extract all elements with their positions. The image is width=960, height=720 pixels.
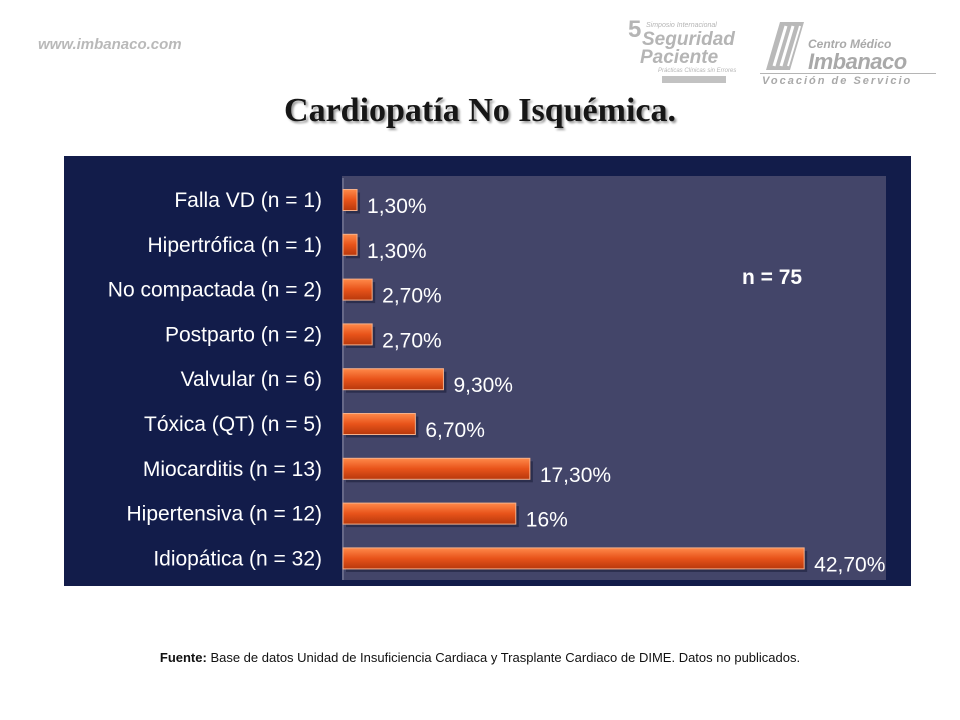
data-label: 1,30% bbox=[367, 195, 427, 218]
simposio-logo-line3: Paciente bbox=[640, 47, 719, 68]
data-label: 6,70% bbox=[425, 419, 485, 442]
imbanaco-emblem-icon bbox=[766, 22, 804, 70]
bar bbox=[342, 278, 373, 301]
imbanaco-logo-tagline: Vocación de Servicio bbox=[762, 75, 913, 87]
data-label: 42,70% bbox=[814, 553, 885, 576]
imbanaco-logo-divider bbox=[760, 73, 936, 74]
bar bbox=[342, 547, 805, 570]
chart-panel: Falla VD (n = 1) 1,30% Hipertrófica (n = 1… bbox=[64, 156, 911, 586]
data-label: 16% bbox=[526, 509, 568, 532]
imbanaco-logo-line1: Centro Médico bbox=[808, 37, 892, 51]
bar bbox=[342, 233, 358, 256]
data-label: 1,30% bbox=[367, 240, 427, 263]
bar bbox=[342, 413, 416, 435]
category-label: Miocarditis (n = 13) bbox=[143, 458, 322, 481]
category-label: Tóxica (QT) (n = 5) bbox=[144, 413, 322, 436]
category-label: Hipertensiva (n = 12) bbox=[126, 503, 322, 526]
category-label: No compactada (n = 2) bbox=[108, 279, 322, 302]
category-label: Hipertrófica (n = 1) bbox=[148, 234, 322, 257]
footnote-label: Fuente: bbox=[159, 650, 207, 665]
bar bbox=[342, 368, 444, 391]
bar bbox=[342, 189, 358, 211]
bar bbox=[342, 502, 517, 525]
data-label: 17,30% bbox=[540, 464, 611, 487]
simposio-logo-line1: Simposio Internacional bbox=[646, 22, 717, 29]
simposio-logo-date-badge bbox=[662, 76, 726, 83]
data-label: 2,70% bbox=[382, 329, 442, 352]
simposio-logo: 5 Simposio Internacional Seguridad Pacie… bbox=[628, 16, 740, 86]
source-footnote: Fuente: Base de datos Unidad de Insufici… bbox=[0, 650, 960, 665]
category-label: Idiopática (n = 32) bbox=[153, 547, 322, 570]
footnote-text: Base de datos Unidad de Insuficiencia Ca… bbox=[206, 650, 801, 665]
chart-annotation: n = 75 bbox=[742, 266, 802, 289]
simposio-logo-line4: Prácticas Clínicas sin Errores bbox=[658, 68, 737, 74]
category-label: Postparto (n = 2) bbox=[165, 323, 322, 346]
category-label: Falla VD (n = 1) bbox=[174, 189, 322, 212]
data-label: 2,70% bbox=[382, 285, 442, 308]
imbanaco-logo: Centro Médico Imbanaco Vocación de Servi… bbox=[760, 20, 940, 90]
page-title: Cardiopatía No Isquémica. bbox=[284, 92, 676, 129]
bar-chart: Falla VD (n = 1) 1,30% Hipertrófica (n = 1… bbox=[108, 176, 886, 580]
bar bbox=[342, 323, 373, 346]
bar bbox=[342, 457, 531, 480]
imbanaco-logo-line2: Imbanaco bbox=[808, 49, 907, 74]
category-label: Valvular (n = 6) bbox=[181, 368, 322, 391]
site-url: www.imbanaco.com bbox=[38, 36, 182, 53]
simposio-logo-line2: Seguridad bbox=[642, 29, 735, 50]
simposio-logo-number: 5 bbox=[628, 16, 642, 43]
data-label: 9,30% bbox=[453, 374, 513, 397]
